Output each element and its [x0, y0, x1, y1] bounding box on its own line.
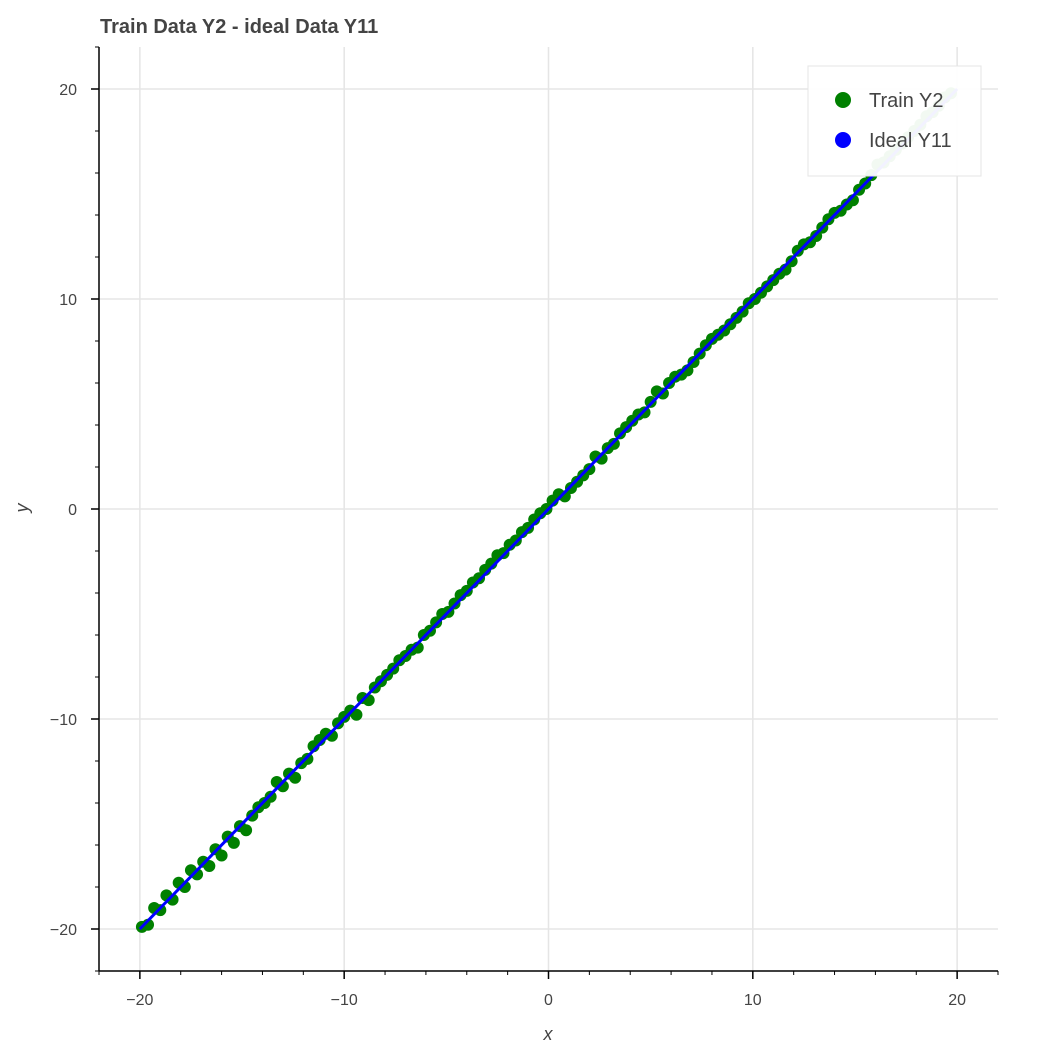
y-tick-label: −20	[50, 922, 77, 939]
train-point	[215, 849, 228, 862]
legend-box	[807, 65, 982, 177]
x-tick-label: −10	[331, 992, 358, 1009]
x-tick-label: 20	[948, 992, 966, 1009]
y-tick-label: 20	[59, 82, 77, 99]
legend-marker	[835, 132, 851, 148]
x-tick-label: −20	[126, 992, 153, 1009]
y-tick-label: 10	[59, 292, 77, 309]
x-tick-label: 0	[544, 992, 553, 1009]
train-point	[240, 824, 253, 837]
legend-marker	[835, 92, 851, 108]
train-point	[350, 708, 363, 721]
legend: Train Y2 Ideal Y11	[807, 65, 982, 177]
y-tick-label: −10	[50, 712, 77, 729]
y-tick-label: 0	[68, 502, 77, 519]
y-axis-label: y	[12, 503, 32, 515]
axes: −20 −10 0 10 20 −20 −10 0 10 20	[50, 46, 999, 1009]
chart-title: Train Data Y2 - ideal Data Y11	[100, 16, 378, 38]
plot-data	[135, 87, 959, 933]
legend-label: Ideal Y11	[869, 130, 952, 152]
train-point	[289, 771, 302, 784]
ideal-line	[138, 87, 959, 931]
x-axis-label: x	[543, 1024, 554, 1044]
legend-label: Train Y2	[869, 90, 943, 112]
train-point	[203, 860, 216, 872]
train-point	[227, 836, 240, 849]
x-tick-label: 10	[744, 992, 762, 1009]
